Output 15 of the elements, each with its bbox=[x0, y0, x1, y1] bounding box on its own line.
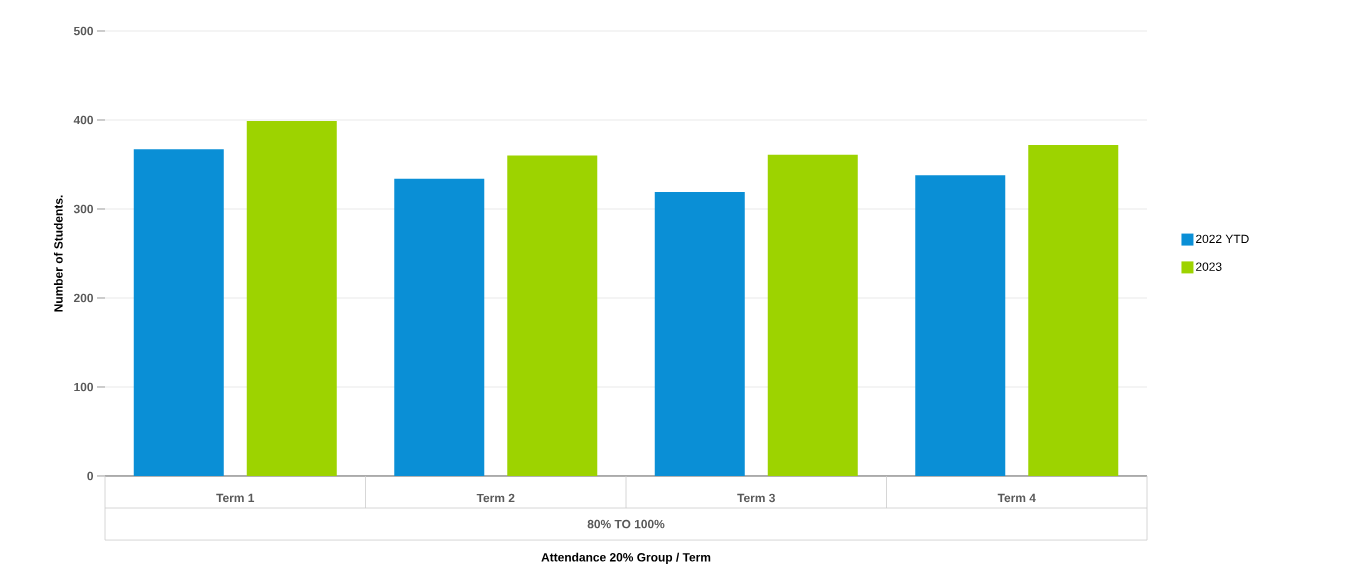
x-tick-label: Term 4 bbox=[997, 493, 1036, 503]
text: 80% TO 100% bbox=[587, 519, 665, 529]
legend-label: 2022 YTD bbox=[1196, 234, 1249, 244]
x-tick-label: Term 1 bbox=[216, 493, 255, 503]
y-tick-label: 400 bbox=[73, 115, 93, 125]
y-axis-title: Number of Students. bbox=[53, 195, 63, 312]
x-tick-label: Term 2 bbox=[476, 493, 515, 503]
y-tick-label: 200 bbox=[73, 293, 93, 303]
x-axis-title: Attendance 20% Group / Term bbox=[541, 552, 711, 564]
y-tick-label: 500 bbox=[73, 26, 93, 36]
y-tick-label: 0 bbox=[87, 471, 93, 481]
y-tick-label: 100 bbox=[74, 382, 93, 392]
y-tick-label: 300 bbox=[73, 204, 93, 214]
legend-label: 2023 bbox=[1196, 262, 1222, 271]
x-tick-label: Term 3 bbox=[737, 493, 775, 503]
